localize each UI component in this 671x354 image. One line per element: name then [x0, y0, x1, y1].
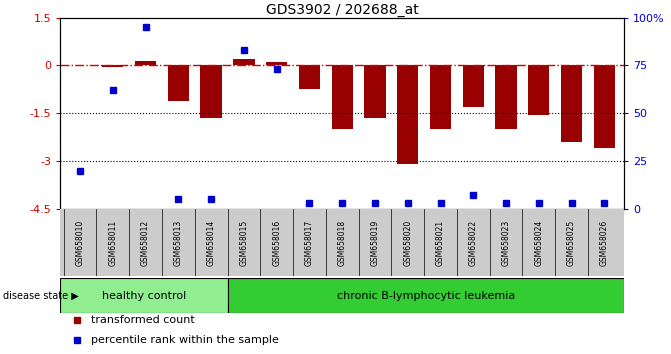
Bar — [594, 65, 615, 148]
Text: GSM658017: GSM658017 — [305, 219, 314, 266]
Text: GSM658025: GSM658025 — [567, 219, 576, 266]
Bar — [168, 65, 189, 101]
Bar — [201, 65, 222, 118]
Title: GDS3902 / 202688_at: GDS3902 / 202688_at — [266, 3, 419, 17]
Text: GSM658014: GSM658014 — [207, 219, 215, 266]
Bar — [135, 61, 156, 65]
Bar — [331, 65, 353, 129]
Bar — [430, 65, 451, 129]
Text: GSM658021: GSM658021 — [436, 219, 445, 266]
Bar — [457, 209, 490, 276]
Bar — [462, 65, 484, 107]
Bar — [326, 209, 358, 276]
Bar — [358, 209, 391, 276]
Bar — [391, 209, 424, 276]
Bar — [561, 65, 582, 142]
Bar — [495, 65, 517, 129]
Bar — [195, 209, 227, 276]
Text: GSM658011: GSM658011 — [108, 219, 117, 266]
Text: disease state ▶: disease state ▶ — [3, 291, 79, 301]
Bar — [162, 209, 195, 276]
Bar — [227, 209, 260, 276]
Text: GSM658020: GSM658020 — [403, 219, 412, 266]
Text: percentile rank within the sample: percentile rank within the sample — [91, 335, 279, 345]
Text: GSM658019: GSM658019 — [370, 219, 380, 266]
Bar — [397, 65, 419, 164]
Bar — [299, 65, 320, 89]
Bar — [227, 278, 624, 313]
Bar — [293, 209, 326, 276]
Text: GSM658022: GSM658022 — [469, 219, 478, 266]
Text: GSM658010: GSM658010 — [76, 219, 85, 266]
Text: GSM658012: GSM658012 — [141, 219, 150, 266]
Text: GSM658013: GSM658013 — [174, 219, 183, 266]
Bar — [97, 209, 130, 276]
Text: GSM658023: GSM658023 — [501, 219, 511, 266]
Text: chronic B-lymphocytic leukemia: chronic B-lymphocytic leukemia — [337, 291, 515, 301]
Bar — [266, 62, 287, 65]
Text: healthy control: healthy control — [102, 291, 186, 301]
Text: GSM658015: GSM658015 — [240, 219, 248, 266]
Text: GSM658018: GSM658018 — [338, 219, 347, 266]
Bar — [555, 209, 588, 276]
Bar — [490, 209, 523, 276]
Bar — [260, 209, 293, 276]
Bar — [588, 209, 624, 276]
Bar — [523, 209, 555, 276]
Bar — [234, 59, 254, 65]
Bar — [60, 209, 97, 276]
Bar — [130, 209, 162, 276]
Text: GSM658016: GSM658016 — [272, 219, 281, 266]
Text: transformed count: transformed count — [91, 315, 195, 325]
Bar — [102, 65, 123, 67]
Bar — [528, 65, 550, 115]
Bar — [364, 65, 386, 118]
Text: GSM658026: GSM658026 — [600, 219, 609, 266]
Bar — [424, 209, 457, 276]
Bar — [60, 278, 227, 313]
Text: GSM658024: GSM658024 — [534, 219, 544, 266]
